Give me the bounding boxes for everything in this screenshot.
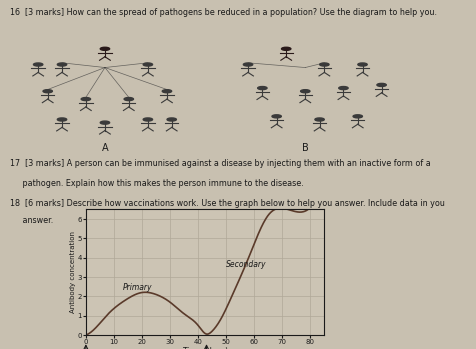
- Circle shape: [281, 47, 290, 50]
- Circle shape: [338, 87, 347, 90]
- Circle shape: [314, 118, 324, 121]
- Text: pathogen. Explain how this makes the person immune to the disease.: pathogen. Explain how this makes the per…: [10, 179, 303, 188]
- Circle shape: [162, 90, 171, 93]
- Circle shape: [271, 115, 281, 118]
- Text: answer.: answer.: [10, 216, 53, 225]
- Circle shape: [100, 47, 109, 50]
- Circle shape: [124, 97, 133, 101]
- Circle shape: [357, 63, 367, 66]
- Circle shape: [319, 63, 328, 66]
- Circle shape: [167, 118, 176, 121]
- Text: 17  [3 marks] A person can be immunised against a disease by injecting them with: 17 [3 marks] A person can be immunised a…: [10, 158, 429, 168]
- Circle shape: [243, 63, 252, 66]
- Circle shape: [143, 118, 152, 121]
- Circle shape: [57, 118, 67, 121]
- Text: A: A: [101, 143, 108, 153]
- Text: 18  [6 marks] Describe how vaccinations work. Use the graph below to help you an: 18 [6 marks] Describe how vaccinations w…: [10, 199, 444, 208]
- Circle shape: [33, 63, 43, 66]
- Circle shape: [57, 63, 67, 66]
- Circle shape: [143, 63, 152, 66]
- Circle shape: [81, 97, 90, 101]
- Circle shape: [376, 83, 386, 87]
- Circle shape: [300, 90, 309, 93]
- Circle shape: [100, 121, 109, 124]
- Text: Primary: Primary: [122, 283, 151, 292]
- Circle shape: [257, 87, 267, 90]
- Text: Secondary: Secondary: [226, 260, 266, 269]
- Circle shape: [352, 115, 362, 118]
- Text: B: B: [301, 143, 308, 153]
- Text: 16  [3 marks] How can the spread of pathogens be reduced in a population? Use th: 16 [3 marks] How can the spread of patho…: [10, 8, 436, 17]
- Y-axis label: Antibody concentration: Antibody concentration: [69, 231, 76, 313]
- X-axis label: Time (days): Time (days): [182, 347, 227, 349]
- Circle shape: [43, 90, 52, 93]
